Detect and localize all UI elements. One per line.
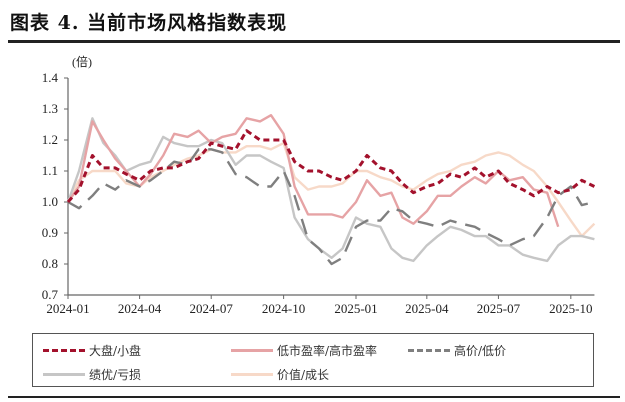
x-tick-label: 2025-10 — [549, 301, 592, 316]
legend-label: 高价/低价 — [454, 344, 507, 358]
y-tick-label: 1.3 — [42, 101, 58, 116]
y-tick-label: 0.9 — [42, 225, 58, 240]
chart-title: 图表 4. 当前市场风格指数表现 — [10, 12, 288, 34]
unit-label: (倍) — [72, 54, 92, 69]
legend-swatch — [231, 373, 273, 376]
y-tick-label: 1.2 — [42, 132, 58, 147]
legend-swatch — [43, 373, 85, 376]
legend-label: 绩优/亏损 — [89, 368, 142, 382]
legend-item: 大盘/小盘 — [43, 342, 141, 359]
legend-item: 高价/低价 — [408, 342, 506, 359]
legend-swatch — [231, 349, 273, 352]
x-tick-label: 2024-04 — [118, 301, 162, 316]
x-tick-label: 2025-01 — [334, 301, 377, 316]
legend-label: 大盘/小盘 — [89, 344, 142, 358]
x-tick-label: 2024-10 — [262, 301, 305, 316]
legend-swatch — [408, 349, 450, 352]
series-line-0 — [66, 129, 596, 203]
legend-label: 低市盈率/高市盈率 — [277, 344, 378, 358]
series-line-3 — [66, 117, 595, 263]
series-line-2 — [67, 148, 595, 266]
legend: 大盘/小盘 低市盈率/高市盈率 高价/低价绩优/亏损 价值/成长 — [32, 333, 594, 387]
series-line-4 — [66, 141, 596, 238]
y-tick-label: 0.7 — [42, 287, 59, 302]
x-tick-label: 2025-04 — [405, 301, 449, 316]
legend-swatch — [43, 349, 85, 352]
legend-item: 绩优/亏损 — [43, 366, 141, 383]
x-tick-label: 2024-07 — [190, 301, 234, 316]
y-tick-label: 1.4 — [42, 70, 59, 85]
y-tick-label: 1.1 — [42, 163, 58, 178]
bottom-divider — [8, 396, 620, 398]
title-divider — [8, 40, 620, 43]
legend-item: 价值/成长 — [231, 366, 329, 383]
legend-label: 价值/成长 — [277, 368, 330, 382]
y-tick-label: 0.8 — [42, 256, 58, 271]
series-line-1 — [67, 114, 560, 228]
x-tick-label: 2025-07 — [477, 301, 521, 316]
y-tick-label: 1.0 — [42, 194, 58, 209]
legend-item: 低市盈率/高市盈率 — [231, 342, 377, 359]
x-tick-label: 2024-01 — [46, 301, 89, 316]
